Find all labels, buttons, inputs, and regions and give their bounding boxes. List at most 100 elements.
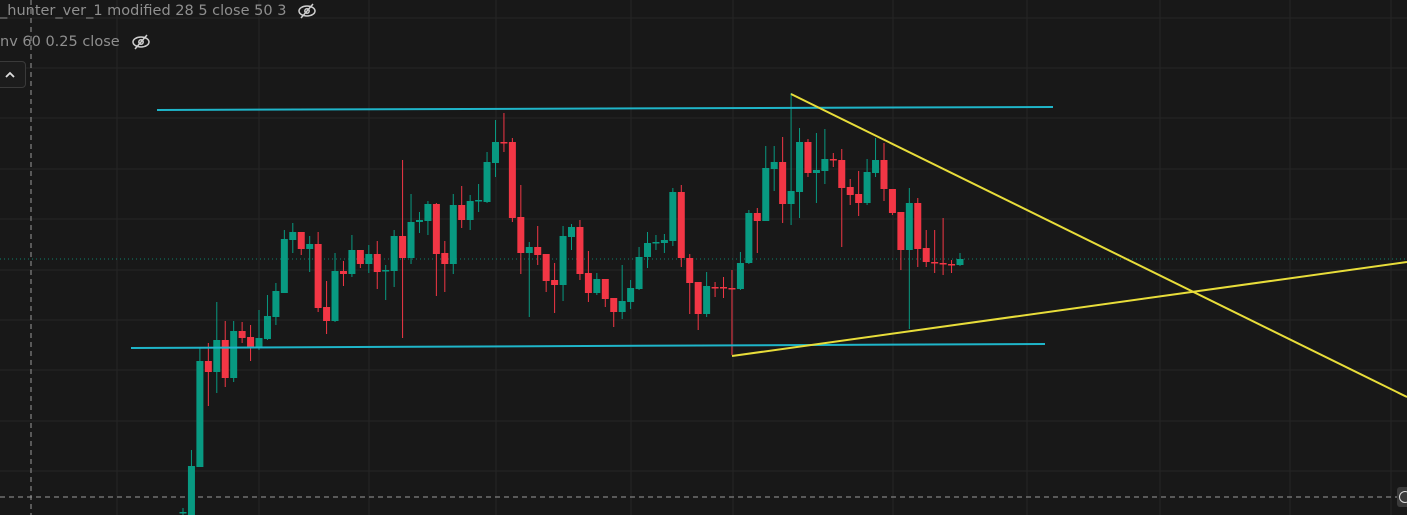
eye-crossed-icon[interactable] (130, 34, 152, 50)
candle (508, 138, 516, 222)
candle (652, 235, 660, 250)
candle-body (525, 247, 533, 253)
candle-body (407, 222, 415, 258)
candle (627, 280, 635, 309)
candle-body (660, 240, 668, 243)
candle-body (914, 203, 922, 249)
candle-body (204, 361, 212, 372)
candle-body (905, 203, 913, 250)
candle-body (568, 227, 575, 237)
candle (888, 189, 896, 215)
candle-body (922, 248, 930, 262)
candle-body (652, 242, 660, 244)
candle-body (745, 213, 753, 263)
indicator-2-label: nv 60 0.25 close (0, 34, 120, 50)
candle-body (221, 340, 229, 378)
candle-body (382, 270, 390, 272)
candle (415, 212, 423, 233)
candle-body (339, 271, 347, 274)
candle (677, 185, 685, 267)
candle-body (230, 331, 238, 378)
candle-body (297, 232, 305, 249)
candle (872, 138, 880, 177)
candle (812, 133, 820, 203)
candle (390, 230, 398, 287)
candle-body (449, 205, 457, 264)
candle-body (331, 271, 339, 321)
candle-body (500, 142, 508, 144)
candle (635, 247, 643, 290)
candle-body (483, 162, 491, 202)
candle (914, 198, 922, 267)
candle (491, 120, 499, 177)
candle (373, 241, 381, 289)
candle-body (779, 162, 787, 204)
candle (838, 149, 846, 247)
candle (424, 201, 432, 235)
candle-body (289, 232, 297, 240)
candle (618, 265, 626, 319)
candle (365, 245, 373, 273)
candles (179, 93, 964, 515)
candle (179, 508, 187, 515)
candle (339, 261, 347, 286)
candle (804, 139, 812, 177)
candle-body (196, 361, 204, 467)
candle-body (314, 244, 322, 308)
candle-body (880, 160, 888, 189)
candle-body (491, 142, 499, 163)
candle-body (897, 212, 905, 250)
candle-body (213, 340, 221, 372)
candle (593, 273, 601, 295)
candle-body (534, 247, 542, 255)
crosshair-price-button[interactable] (1397, 487, 1407, 507)
candle (500, 113, 508, 152)
candle (263, 295, 271, 340)
candle-body (804, 142, 812, 173)
candle (762, 146, 770, 221)
collapse-legend-button[interactable] (0, 61, 26, 88)
candle-body (272, 291, 280, 317)
candle-body (306, 244, 314, 249)
candle (483, 152, 491, 203)
candle (399, 160, 407, 338)
candle-body (711, 287, 719, 289)
indicator-legend-1[interactable]: _hunter_ver_1 modified 28 5 close 50 3 (0, 3, 318, 19)
candle-body (939, 263, 947, 265)
candle (610, 298, 618, 327)
candle (407, 194, 415, 264)
candle-body (838, 160, 846, 188)
candle-body (356, 250, 364, 264)
candle (829, 153, 837, 167)
candle (323, 281, 331, 334)
candle-body (584, 273, 592, 293)
candle-body (373, 254, 381, 272)
candle-body (610, 298, 618, 312)
candle (314, 232, 322, 312)
candle (576, 220, 584, 280)
candle (897, 212, 905, 270)
candle (542, 254, 550, 292)
indicator-legend-2[interactable]: nv 60 0.25 close (0, 34, 152, 50)
candle-body (179, 512, 187, 514)
candle-body (956, 259, 964, 265)
candle (787, 93, 795, 225)
candle (584, 251, 592, 302)
candle (770, 146, 778, 191)
candle (880, 143, 888, 201)
candle (948, 260, 956, 273)
candle-body (796, 142, 804, 192)
candle-body (399, 236, 407, 258)
candle (356, 250, 364, 268)
candle-body (863, 172, 871, 203)
candle-body (888, 189, 896, 213)
candle (931, 230, 939, 273)
candle-body (627, 288, 635, 302)
candle-body (601, 279, 609, 299)
candle (525, 242, 533, 317)
drawings[interactable] (130, 93, 1407, 398)
eye-crossed-icon[interactable] (296, 3, 318, 19)
